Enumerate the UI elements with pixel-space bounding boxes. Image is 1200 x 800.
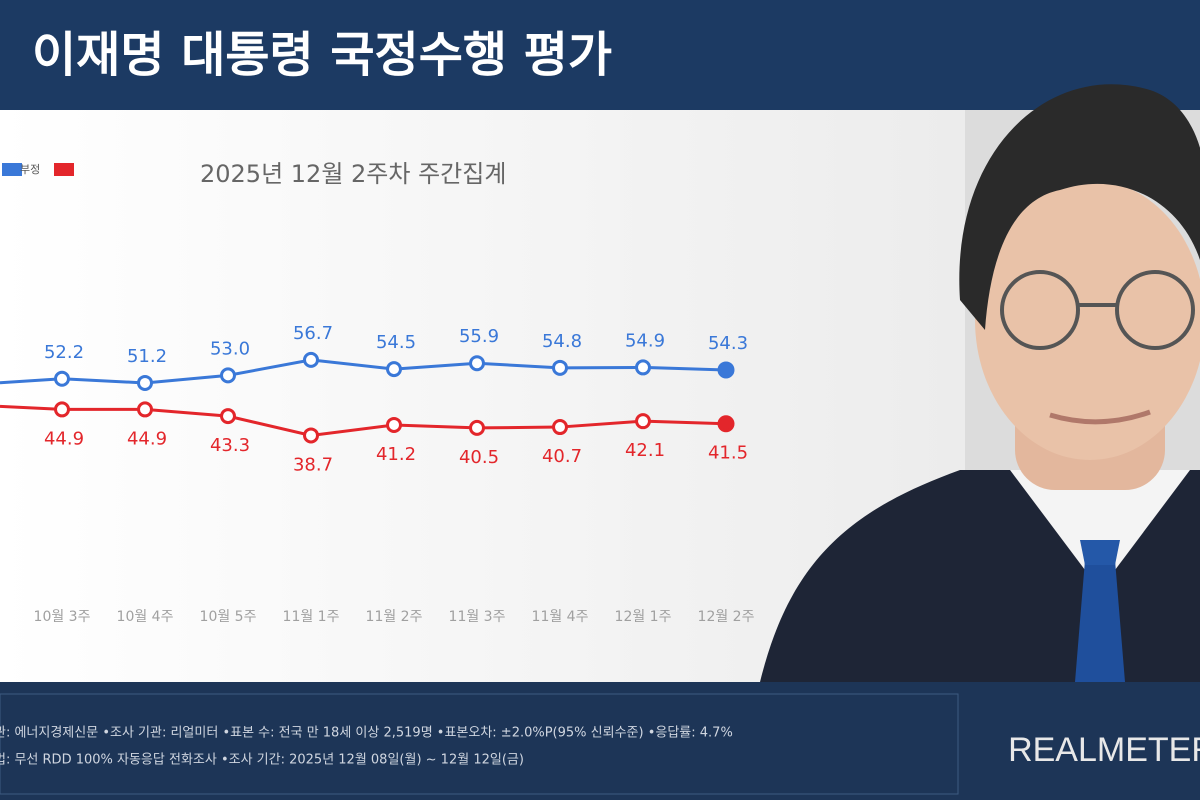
x-tick-label: 12월 2주: [698, 609, 755, 625]
data-point: [54, 370, 70, 387]
data-point: [717, 415, 735, 433]
value-label: 40.5: [459, 447, 499, 468]
value-label: 40.7: [542, 446, 582, 467]
x-tick-label: 11월 4주: [532, 609, 589, 625]
footer-box: [0, 693, 959, 795]
data-point: [303, 351, 319, 368]
value-label: 54.8: [542, 331, 582, 352]
data-point: [54, 401, 70, 418]
footer-line: 관: 에너지경제신문 •조사 기관: 리얼미터 •표본 수: 전국 만 18세 …: [0, 726, 733, 741]
data-point: [386, 361, 402, 378]
data-point: [469, 355, 485, 372]
legend-label: 부정: [20, 163, 40, 176]
data-point: [137, 374, 153, 391]
subtitle: 2025년 12월 2주차 주간집계: [200, 160, 506, 188]
value-label: 54.5: [376, 332, 416, 353]
footer-band: [0, 682, 1200, 800]
x-tick-label: 10월 5주: [200, 609, 257, 625]
data-point: [552, 359, 568, 376]
header-band: [0, 0, 1200, 110]
value-label: 52.2: [44, 342, 84, 363]
portrait: [760, 84, 1200, 682]
value-label: 55.9: [459, 326, 499, 347]
x-tick-label: 11월 1주: [283, 609, 340, 625]
value-label: 42.1: [625, 440, 665, 461]
x-tick-label: 11월 3주: [449, 609, 506, 625]
data-point: [635, 359, 651, 376]
legend: 긍정부정: [2, 163, 74, 176]
data-point: [220, 408, 236, 425]
x-tick-label: 10월 3주: [34, 609, 91, 625]
value-label: 56.7: [293, 323, 333, 344]
data-point: [386, 416, 402, 433]
value-label: 54.9: [625, 330, 665, 351]
value-label: 44.9: [127, 428, 167, 449]
value-label: 53.0: [210, 338, 250, 359]
footer-line: 법: 무선 RDD 100% 자동응답 전화조사 •조사 기간: 2025년 1…: [0, 753, 524, 768]
logo: REALMETER: [1008, 731, 1200, 769]
data-point: [552, 419, 568, 436]
value-label: 41.2: [376, 444, 416, 465]
line-lead: [0, 377, 63, 385]
value-label: 43.3: [210, 435, 250, 456]
value-label: 51.2: [127, 346, 167, 367]
value-label: 41.5: [708, 443, 748, 464]
legend-swatch: [54, 163, 74, 176]
value-label: 54.3: [708, 333, 748, 354]
data-point: [717, 361, 735, 379]
x-tick-label: 10월 4주: [117, 609, 174, 625]
data-point: [137, 401, 153, 418]
data-point: [303, 427, 319, 444]
data-point: [635, 413, 651, 430]
x-tick-label: 12월 1주: [615, 609, 672, 625]
title: 이재명 대통령 국정수행 평가: [32, 27, 612, 83]
value-label: 44.9: [44, 428, 84, 449]
data-point: [469, 419, 485, 436]
x-tick-label: 11월 2주: [366, 609, 423, 625]
value-label: 38.7: [293, 454, 333, 475]
line-lead: [0, 404, 63, 411]
legend-swatch: [2, 163, 22, 176]
data-point: [220, 367, 236, 384]
